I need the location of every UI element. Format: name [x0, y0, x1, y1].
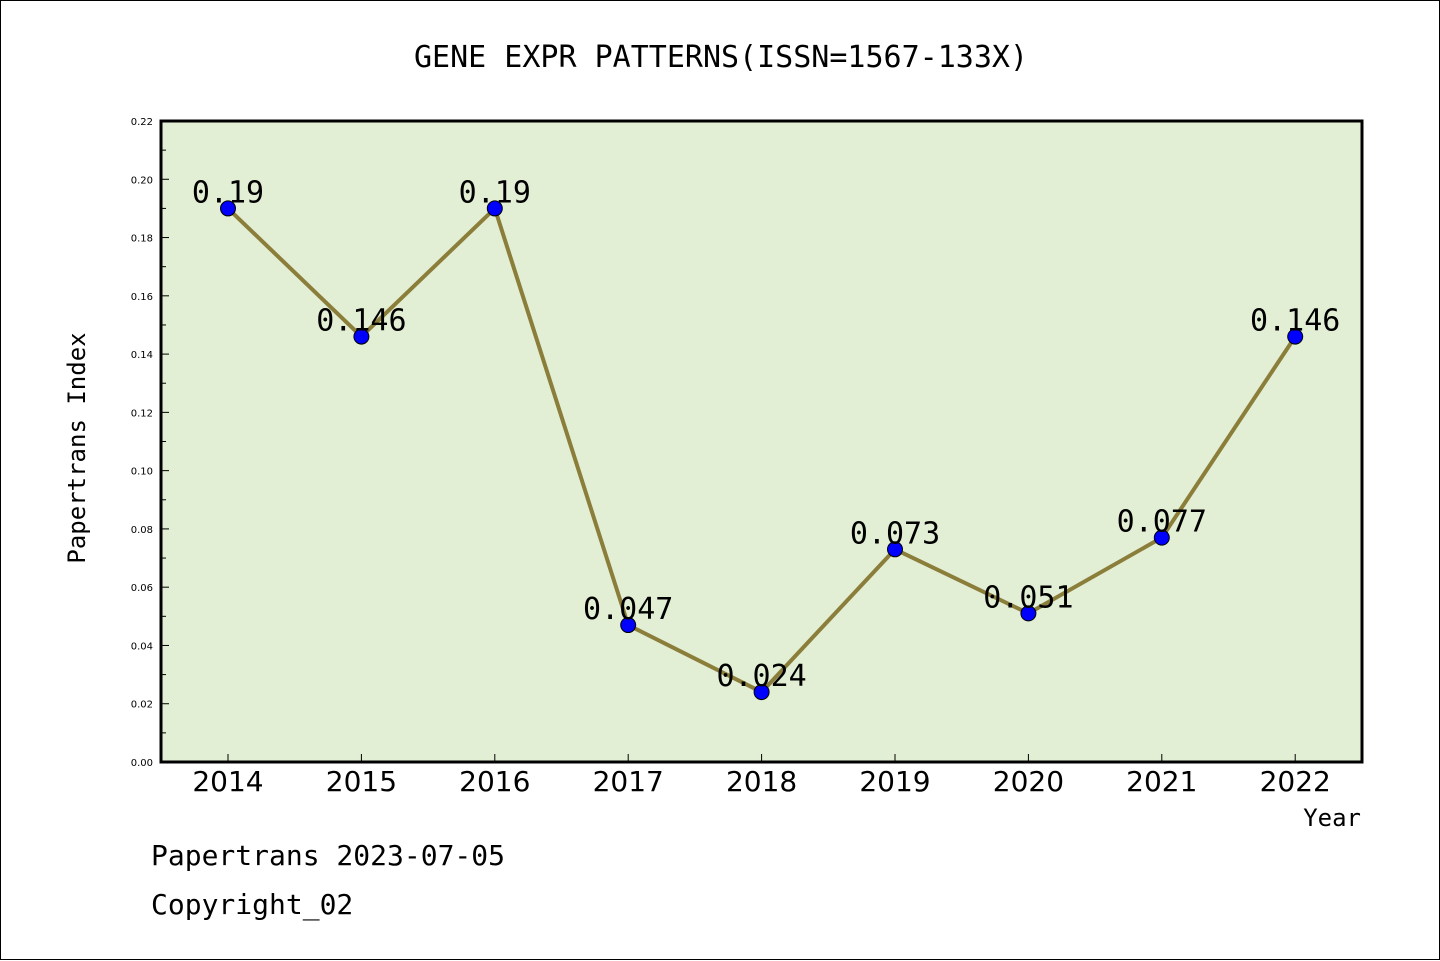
- data-point: [1153, 529, 1170, 546]
- x-tick-label: 2016: [459, 765, 530, 798]
- data-label: 0.073: [850, 516, 940, 551]
- data-point: [887, 541, 903, 558]
- y-tick-label: 0.06: [131, 583, 153, 594]
- y-tick-label: 0.04: [131, 641, 153, 652]
- y-tick-label: 0.18: [131, 234, 153, 245]
- y-tick-label: 0.08: [131, 525, 153, 536]
- plot-area: [161, 121, 1362, 762]
- data-label: 0.19: [192, 175, 264, 210]
- plot-border: [159, 119, 1364, 764]
- x-tick-label: 2015: [326, 765, 397, 798]
- series-group: 0.19 0.146 0.19 0.047 0.024 0.073 0.051 0.077 0.…: [192, 175, 1340, 701]
- data-point: [753, 684, 770, 701]
- data-point: [1020, 605, 1037, 622]
- y-tick-label: 0.14: [131, 350, 153, 361]
- x-tick-label: 2022: [1260, 765, 1331, 798]
- data-point: [353, 328, 370, 345]
- y-tick-label: 0.10: [131, 467, 153, 478]
- x-axis-title: Year: [1303, 804, 1361, 832]
- footer-date: Papertrans 2023-07-05: [151, 839, 505, 872]
- y-tick-label: 0.02: [131, 700, 153, 711]
- data-label: 0.047: [583, 592, 673, 627]
- data-label: 0.077: [1117, 505, 1207, 540]
- footer-copyright: Copyright_02: [151, 888, 353, 922]
- data-label: 0.146: [1250, 304, 1340, 339]
- data-point: [486, 200, 503, 217]
- y-tick-label: 0.20: [131, 175, 153, 186]
- data-point: [220, 200, 236, 217]
- data-label: 0.051: [983, 580, 1073, 615]
- y-tick-label: 0.22: [131, 117, 153, 128]
- y-tick-label: 0.00: [131, 758, 153, 769]
- data-label: 0.024: [716, 659, 806, 694]
- x-tick-label: 2017: [593, 765, 664, 798]
- x-axis: 2014 2015 2016 2017 2018 2019 2020 2021 2022: [192, 754, 1331, 798]
- x-tick-label: 2019: [859, 765, 930, 798]
- data-point: [1287, 328, 1304, 345]
- x-tick-label: 2021: [1126, 765, 1197, 798]
- data-label: 0.19: [459, 175, 531, 210]
- y-axis-title: Papertrans Index: [63, 332, 91, 563]
- data-label: 0.146: [316, 304, 406, 339]
- x-tick-label: 2014: [192, 765, 263, 798]
- x-tick-label: 2018: [726, 765, 797, 798]
- chart-title: GENE EXPR PATTERNS(ISSN=1567-133X): [414, 40, 1028, 75]
- x-tick-label: 2020: [993, 765, 1064, 798]
- y-tick-label: 0.12: [131, 408, 153, 419]
- y-tick-label: 0.16: [131, 292, 153, 303]
- data-point: [620, 617, 637, 634]
